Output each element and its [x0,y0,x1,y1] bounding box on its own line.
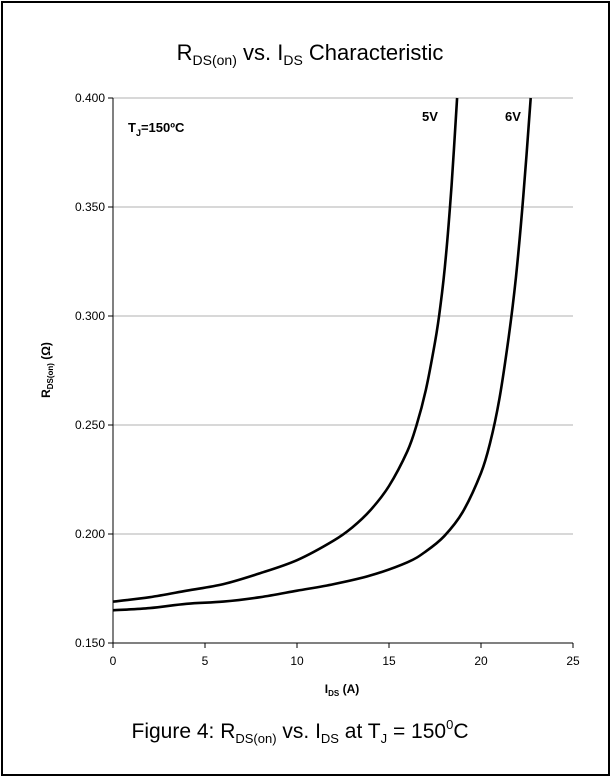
series-line-5v [112,97,459,603]
series-line-6v [112,97,532,612]
axes [108,97,574,648]
y-tick-label: 0.200 [75,527,105,541]
x-tick-labels: 0 5 10 15 20 25 [110,654,580,668]
x-tick-label: 10 [290,654,304,668]
y-tick-label: 0.250 [75,418,105,432]
x-tick-label: 15 [382,654,396,668]
y-tick-label: 0.300 [75,309,105,323]
series-lines [112,97,532,612]
series-label-6v: 6V [505,109,521,124]
figure-caption: Figure 4: RDS(on) vs. IDS at TJ = 1500C [132,717,469,746]
x-tick-label: 25 [566,654,580,668]
x-tick-label: 20 [474,654,488,668]
y-tick-label: 0.400 [75,91,105,105]
x-axis-label: IDS (A) [325,682,359,698]
junction-temp-annotation: TJ=150ºC [128,120,185,138]
y-tick-labels: 0.150 0.200 0.250 0.300 0.350 0.400 [75,91,105,650]
y-tick-label: 0.150 [75,636,105,650]
x-tick-label: 0 [110,654,117,668]
y-axis-label: RDS(on) (Ω) [39,342,55,398]
x-tick-label: 5 [202,654,209,668]
series-label-5v: 5V [422,109,438,124]
y-tick-label: 0.350 [75,200,105,214]
chart-title: RDS(on) vs. IDS Characteristic [177,40,444,68]
